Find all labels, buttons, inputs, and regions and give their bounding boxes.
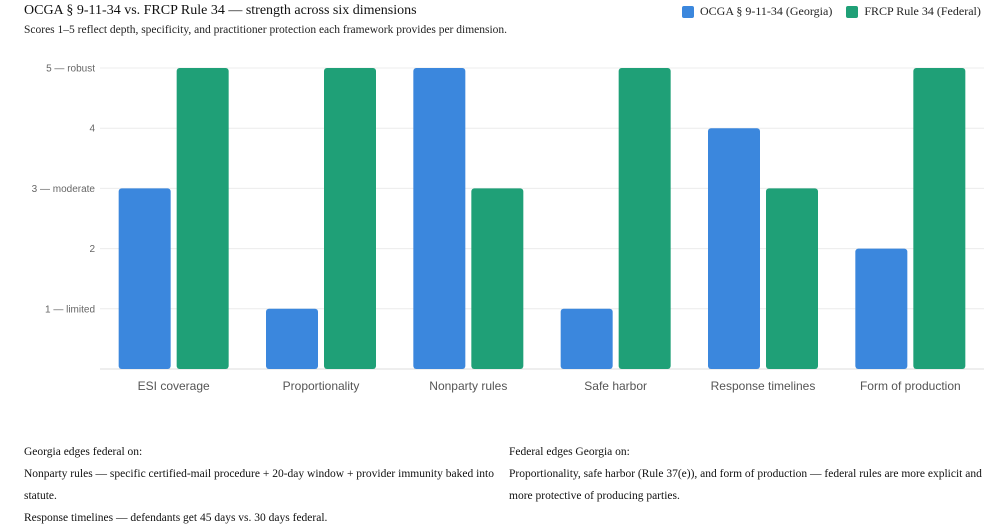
- bar-federal: [324, 68, 376, 369]
- legend-swatch-federal: [846, 5, 859, 18]
- georgia-notes-line-2: Response timelines — defendants get 45 d…: [24, 512, 328, 524]
- y-tick-label: 3 — moderate: [32, 184, 96, 195]
- x-category-label: Safe harbor: [584, 379, 647, 393]
- chart-subtitle: Scores 1–5 reflect depth, specificity, a…: [24, 24, 508, 36]
- legend-label-federal: FRCP Rule 34 (Federal): [864, 4, 981, 18]
- georgia-notes-line-1: Nonparty rules — specific certified-mail…: [24, 468, 494, 502]
- x-category-label: Response timelines: [711, 379, 816, 393]
- bar-chart: 1 — limited 2 3 — moderate 4 5 — robust ESI c…: [32, 64, 984, 393]
- bar-georgia: [708, 128, 760, 369]
- federal-notes-heading: Federal edges Georgia on:: [509, 446, 630, 458]
- y-tick-label: 2: [89, 244, 95, 255]
- legend-label-georgia: OCGA § 9-11-34 (Georgia): [700, 4, 833, 18]
- bar-georgia: [413, 68, 466, 369]
- chart-title: OCGA § 9-11-34 vs. FRCP Rule 34 — streng…: [24, 3, 417, 18]
- georgia-notes: Georgia edges federal on: Nonparty rules…: [24, 441, 500, 529]
- y-tick-label: 4: [89, 124, 95, 135]
- x-category-label: Form of production: [860, 379, 961, 393]
- legend-item-georgia[interactable]: OCGA § 9-11-34 (Georgia): [682, 4, 832, 19]
- x-category-label: Proportionality: [283, 379, 360, 393]
- georgia-notes-heading: Georgia edges federal on:: [24, 446, 143, 458]
- bar-federal: [176, 68, 229, 369]
- bar-federal: [471, 188, 524, 369]
- y-tick-label: 1 — limited: [45, 304, 95, 315]
- x-category-label: Nonparty rules: [429, 379, 507, 393]
- legend-item-federal[interactable]: FRCP Rule 34 (Federal): [846, 4, 981, 19]
- legend: OCGA § 9-11-34 (Georgia) FRCP Rule 34 (F…: [682, 4, 981, 19]
- bar-federal: [913, 68, 966, 369]
- bar-federal: [618, 68, 671, 369]
- bar-georgia: [855, 248, 908, 369]
- federal-notes-line-1: Proportionality, safe harbor (Rule 37(e)…: [509, 468, 982, 502]
- bar-georgia: [118, 188, 171, 369]
- x-category-label: ESI coverage: [138, 379, 210, 393]
- y-tick-label: 5 — robust: [46, 64, 95, 75]
- bar-federal: [766, 188, 818, 369]
- bar-georgia: [266, 308, 318, 369]
- federal-notes: Federal edges Georgia on: Proportionalit…: [509, 441, 999, 507]
- bar-georgia: [560, 308, 613, 369]
- legend-swatch-georgia: [682, 5, 694, 18]
